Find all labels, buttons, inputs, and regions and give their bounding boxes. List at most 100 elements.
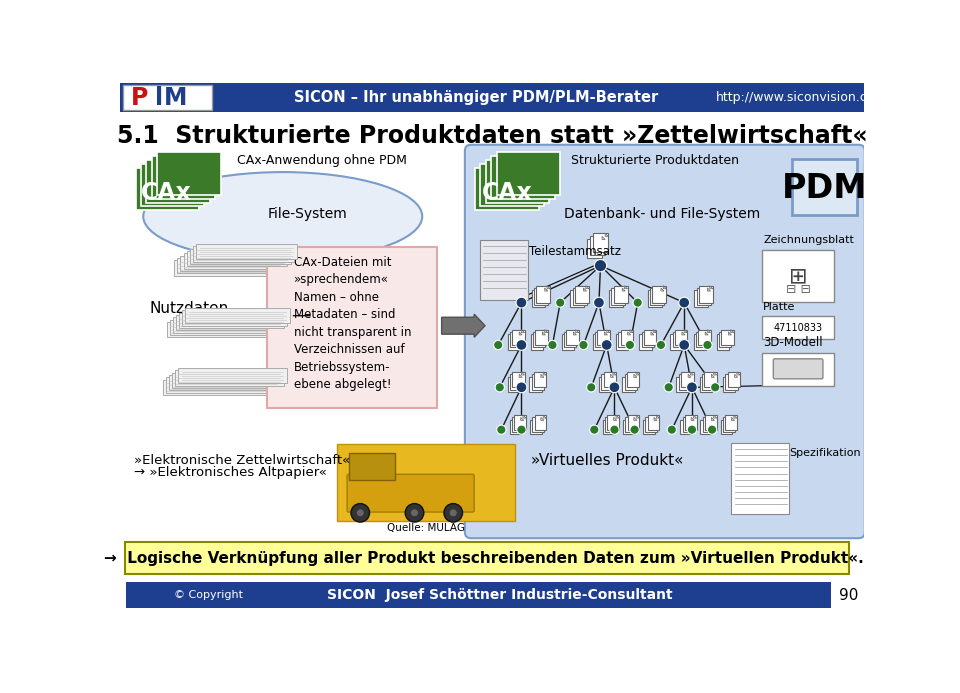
Polygon shape: [519, 332, 522, 335]
Polygon shape: [605, 234, 609, 236]
Polygon shape: [611, 374, 613, 377]
Circle shape: [679, 297, 689, 308]
FancyBboxPatch shape: [723, 417, 734, 432]
FancyBboxPatch shape: [728, 372, 740, 387]
Polygon shape: [689, 420, 692, 423]
FancyBboxPatch shape: [534, 288, 548, 305]
FancyBboxPatch shape: [616, 334, 629, 349]
Text: »Elektronische Zettelwirtschaft«: »Elektronische Zettelwirtschaft«: [134, 454, 350, 467]
Polygon shape: [660, 288, 664, 291]
Circle shape: [609, 382, 620, 393]
Circle shape: [630, 425, 639, 435]
Polygon shape: [690, 372, 693, 375]
FancyBboxPatch shape: [774, 359, 823, 379]
Polygon shape: [630, 330, 633, 333]
FancyBboxPatch shape: [537, 286, 550, 303]
FancyBboxPatch shape: [639, 334, 652, 349]
FancyBboxPatch shape: [170, 319, 275, 335]
Polygon shape: [540, 417, 544, 421]
FancyBboxPatch shape: [650, 288, 664, 305]
FancyBboxPatch shape: [562, 334, 574, 349]
Bar: [135, 168, 199, 210]
FancyBboxPatch shape: [531, 334, 543, 349]
Circle shape: [444, 504, 463, 522]
Polygon shape: [703, 334, 706, 337]
FancyBboxPatch shape: [173, 317, 277, 333]
FancyBboxPatch shape: [679, 374, 691, 389]
Polygon shape: [539, 420, 541, 423]
Circle shape: [556, 298, 564, 307]
Polygon shape: [713, 415, 717, 418]
Bar: [496, 152, 561, 195]
Text: Platte: Platte: [763, 302, 796, 313]
Polygon shape: [542, 290, 545, 293]
Polygon shape: [732, 376, 735, 380]
FancyBboxPatch shape: [175, 261, 275, 276]
Text: 47110833: 47110833: [774, 323, 823, 333]
Text: SICON  Josef Schöttner Industrie-Consultant: SICON Josef Schöttner Industrie-Consulta…: [327, 588, 673, 602]
Circle shape: [601, 340, 612, 351]
Polygon shape: [693, 415, 697, 418]
FancyBboxPatch shape: [512, 417, 524, 432]
FancyBboxPatch shape: [532, 417, 544, 432]
FancyBboxPatch shape: [622, 376, 635, 392]
Polygon shape: [521, 330, 524, 333]
Circle shape: [686, 382, 697, 393]
FancyBboxPatch shape: [694, 290, 708, 307]
FancyBboxPatch shape: [510, 332, 522, 347]
FancyBboxPatch shape: [570, 290, 585, 307]
FancyBboxPatch shape: [725, 374, 737, 389]
Circle shape: [593, 297, 605, 308]
FancyBboxPatch shape: [172, 373, 280, 388]
FancyBboxPatch shape: [186, 251, 287, 266]
Text: Teilestammsatz: Teilestammsatz: [529, 245, 621, 258]
Polygon shape: [543, 372, 546, 375]
Text: Strukturierte Produktdaten: Strukturierte Produktdaten: [571, 154, 739, 166]
FancyBboxPatch shape: [125, 542, 849, 574]
FancyBboxPatch shape: [180, 256, 281, 271]
FancyBboxPatch shape: [532, 374, 544, 389]
Polygon shape: [709, 420, 712, 423]
FancyBboxPatch shape: [178, 258, 278, 273]
Circle shape: [405, 504, 423, 522]
FancyBboxPatch shape: [732, 443, 789, 514]
Circle shape: [657, 340, 665, 349]
Circle shape: [610, 425, 619, 435]
Polygon shape: [657, 415, 660, 418]
Polygon shape: [571, 334, 574, 337]
Polygon shape: [516, 376, 520, 380]
Polygon shape: [634, 417, 636, 421]
Polygon shape: [520, 417, 524, 421]
FancyBboxPatch shape: [702, 374, 714, 389]
Text: 90: 90: [839, 588, 858, 603]
FancyBboxPatch shape: [703, 417, 714, 432]
Polygon shape: [607, 330, 610, 333]
Text: CAx-Dateien mit
»sprechendem«
Namen – ohne
Metadaten – sind
nicht transparent in: CAx-Dateien mit »sprechendem« Namen – oh…: [294, 256, 411, 391]
FancyBboxPatch shape: [699, 286, 713, 303]
Bar: [480, 164, 544, 207]
FancyBboxPatch shape: [532, 290, 545, 307]
FancyBboxPatch shape: [653, 286, 666, 303]
FancyBboxPatch shape: [698, 330, 710, 345]
Polygon shape: [625, 334, 629, 337]
Text: 3D-Modell: 3D-Modell: [763, 337, 823, 349]
Polygon shape: [709, 376, 712, 380]
Text: Spezifikation: Spezifikation: [789, 448, 861, 458]
FancyBboxPatch shape: [175, 370, 283, 386]
FancyBboxPatch shape: [592, 334, 605, 349]
FancyBboxPatch shape: [648, 415, 660, 430]
Polygon shape: [709, 286, 713, 289]
Bar: [492, 157, 555, 199]
Polygon shape: [711, 374, 714, 377]
FancyBboxPatch shape: [792, 159, 857, 215]
Circle shape: [516, 297, 527, 308]
FancyBboxPatch shape: [605, 417, 616, 432]
FancyBboxPatch shape: [566, 330, 579, 345]
Polygon shape: [726, 334, 730, 337]
Polygon shape: [685, 376, 689, 380]
Polygon shape: [605, 332, 608, 335]
Text: ⊟ ⊟: ⊟ ⊟: [785, 283, 810, 296]
Text: Quelle: MULAG: Quelle: MULAG: [387, 523, 466, 533]
FancyBboxPatch shape: [534, 372, 546, 387]
Circle shape: [411, 509, 419, 517]
